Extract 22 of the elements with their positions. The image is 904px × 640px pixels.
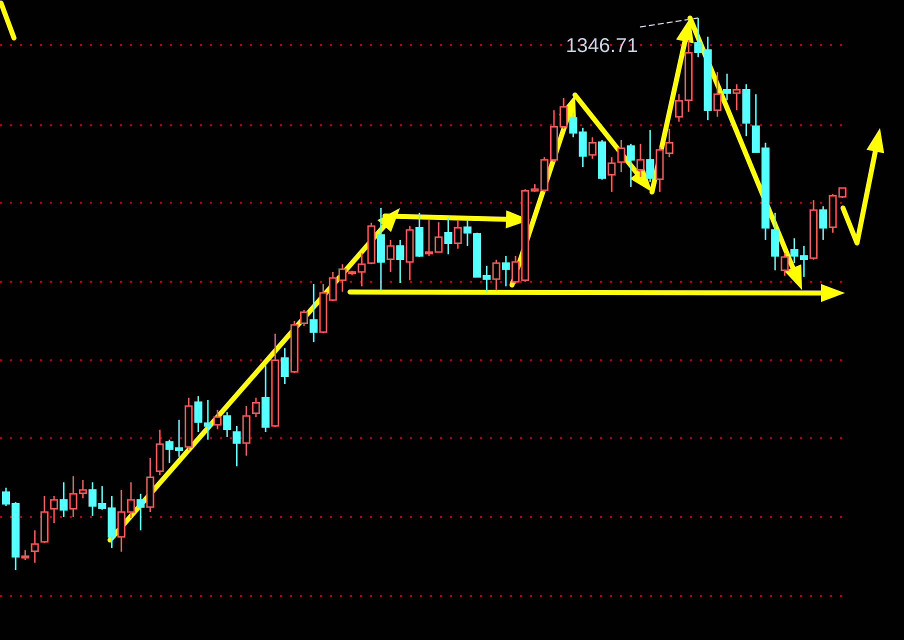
candlestick (60, 481, 68, 518)
candlestick (502, 255, 510, 288)
candlestick (376, 207, 385, 291)
candlestick (617, 139, 626, 173)
candlestick (732, 83, 741, 111)
candlestick (704, 36, 712, 121)
candlestick (232, 425, 241, 467)
candlestick (242, 405, 250, 456)
candlestick (771, 212, 780, 272)
candlestick (588, 136, 596, 160)
annotation: 1346.71 (566, 35, 638, 57)
candlestick (742, 83, 750, 137)
candlestick (280, 347, 289, 385)
candlestick (636, 143, 644, 178)
candlestick (30, 530, 39, 564)
candlestick (780, 252, 789, 277)
candlestick (310, 283, 318, 343)
candlestick (444, 217, 452, 256)
candlestick (819, 205, 828, 241)
candlestick (608, 156, 616, 193)
candlestick (108, 495, 116, 549)
candlestick (713, 71, 722, 118)
